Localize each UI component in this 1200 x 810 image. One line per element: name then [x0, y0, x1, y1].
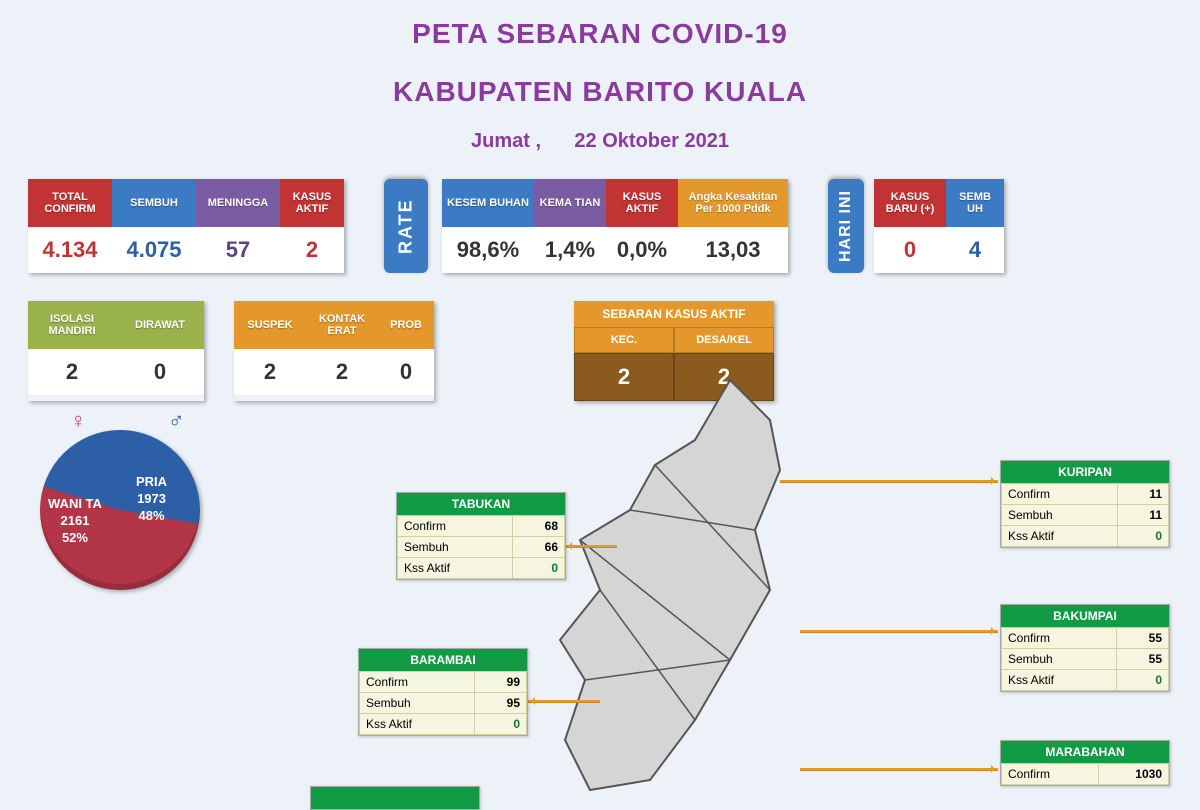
gender-pie-area: ♀ ♂ WANI TA216152% PRIA197348% — [40, 430, 300, 630]
stat-header: DIRAWAT — [116, 301, 204, 349]
stat-value: 0 — [378, 349, 434, 395]
region-header: KURIPAN — [1001, 461, 1169, 483]
header: PETA SEBARAN COVID-19 KABUPATEN BARITO K… — [0, 0, 1200, 153]
stat-cell: TOTAL CONFIRM4.134 — [28, 179, 112, 273]
stat-cell: DIRAWAT0 — [116, 301, 204, 401]
region-kuripan: KURIPANConfirm11Sembuh11Kss Aktif0 — [1000, 460, 1170, 548]
stat-value: 0,0% — [606, 227, 678, 273]
region-cropped — [310, 786, 480, 810]
stat-cell: KONTAK ERAT2 — [306, 301, 378, 401]
region-header: BAKUMPAI — [1001, 605, 1169, 627]
stat-value: 2 — [28, 349, 116, 395]
region-map — [470, 370, 920, 800]
sebaran-col-kec: KEC. — [574, 327, 674, 353]
stat-header: KASUS AKTIF — [606, 179, 678, 227]
stat-value: 2 — [280, 227, 344, 273]
sebaran-title: SEBARAN KASUS AKTIF — [574, 301, 774, 327]
stat-cell: KESEM BUHAN98,6% — [442, 179, 534, 273]
stat-header: TOTAL CONFIRM — [28, 179, 112, 227]
stat-value: 4 — [946, 227, 1004, 273]
stat-header: Angka Kesakitan Per 1000 Pddk — [678, 179, 788, 227]
stat-cell: SEMBUH4.075 — [112, 179, 196, 273]
stat-value: 98,6% — [442, 227, 534, 273]
stat-value: 57 — [196, 227, 280, 273]
stat-cell: KASUS BARU (+)0 — [874, 179, 946, 273]
region-bakumpai: BAKUMPAIConfirm55Sembuh55Kss Aktif0 — [1000, 604, 1170, 692]
hari-ini-label: HARI INI — [828, 179, 864, 273]
stat-cell: KASUS AKTIF2 — [280, 179, 344, 273]
stat-header: KASUS AKTIF — [280, 179, 344, 227]
date-label: 22 Oktober 2021 — [574, 130, 729, 152]
stat-header: SEMBUH — [112, 179, 196, 227]
hari-ini-stats: KASUS BARU (+)0SEMB UH4 — [874, 179, 1004, 273]
region-header: BARAMBAI — [359, 649, 527, 671]
hari-ini-block: HARI INI KASUS BARU (+)0SEMB UH4 — [828, 179, 1004, 273]
rate-block: RATE KESEM BUHAN98,6%KEMA TIAN1,4%KASUS … — [384, 179, 788, 273]
region-tabukan: TABUKANConfirm68Sembuh66Kss Aktif0 — [396, 492, 566, 580]
stat-header: KEMA TIAN — [534, 179, 606, 227]
stat-value: 2 — [234, 349, 306, 395]
stat-value: 2 — [306, 349, 378, 395]
stat-header: MENINGGA — [196, 179, 280, 227]
stat-value: 0 — [116, 349, 204, 395]
region-barambai: BARAMBAIConfirm99Sembuh95Kss Aktif0 — [358, 648, 528, 736]
region-header: MARABAHAN — [1001, 741, 1169, 763]
region-header: TABUKAN — [397, 493, 565, 515]
region-marabahan: MARABAHANConfirm1030 — [1000, 740, 1170, 786]
stat-header: SEMB UH — [946, 179, 1004, 227]
top-stats-row: TOTAL CONFIRM4.134SEMBUH4.075MENINGGA57K… — [28, 179, 1172, 273]
suspek-stats: SUSPEK2KONTAK ERAT2PROB0 — [234, 301, 434, 401]
stat-value: 4.134 — [28, 227, 112, 273]
stat-cell: ISOLASI MANDIRI2 — [28, 301, 116, 401]
pie-label-pria: PRIA197348% — [136, 474, 167, 525]
sebaran-col-desa: DESA/KEL — [674, 327, 774, 353]
stat-cell: Angka Kesakitan Per 1000 Pddk13,03 — [678, 179, 788, 273]
stat-header: ISOLASI MANDIRI — [28, 301, 116, 349]
stat-value: 1,4% — [534, 227, 606, 273]
rate-label: RATE — [384, 179, 428, 273]
day-label: Jumat , — [471, 130, 541, 152]
stat-header: KONTAK ERAT — [306, 301, 378, 349]
summary-stats: TOTAL CONFIRM4.134SEMBUH4.075MENINGGA57K… — [28, 179, 344, 273]
male-icon: ♂ — [168, 408, 185, 434]
date-line: Jumat , 22 Oktober 2021 — [0, 130, 1200, 153]
stat-header: KESEM BUHAN — [442, 179, 534, 227]
isolasi-stats: ISOLASI MANDIRI2DIRAWAT0 — [28, 301, 204, 401]
stat-header: KASUS BARU (+) — [874, 179, 946, 227]
stat-cell: KEMA TIAN1,4% — [534, 179, 606, 273]
stat-cell: MENINGGA57 — [196, 179, 280, 273]
stat-cell: SEMB UH4 — [946, 179, 1004, 273]
pie-label-wanita: WANI TA216152% — [48, 496, 102, 547]
stat-cell: KASUS AKTIF0,0% — [606, 179, 678, 273]
title-line2: KABUPATEN BARITO KUALA — [0, 76, 1200, 108]
female-icon: ♀ — [70, 408, 87, 434]
stat-cell: SUSPEK2 — [234, 301, 306, 401]
rate-stats: KESEM BUHAN98,6%KEMA TIAN1,4%KASUS AKTIF… — [442, 179, 788, 273]
stat-cell: PROB0 — [378, 301, 434, 401]
title-line1: PETA SEBARAN COVID-19 — [0, 18, 1200, 50]
stat-header: PROB — [378, 301, 434, 349]
stat-value: 13,03 — [678, 227, 788, 273]
stat-value: 0 — [874, 227, 946, 273]
stat-value: 4.075 — [112, 227, 196, 273]
stat-header: SUSPEK — [234, 301, 306, 349]
